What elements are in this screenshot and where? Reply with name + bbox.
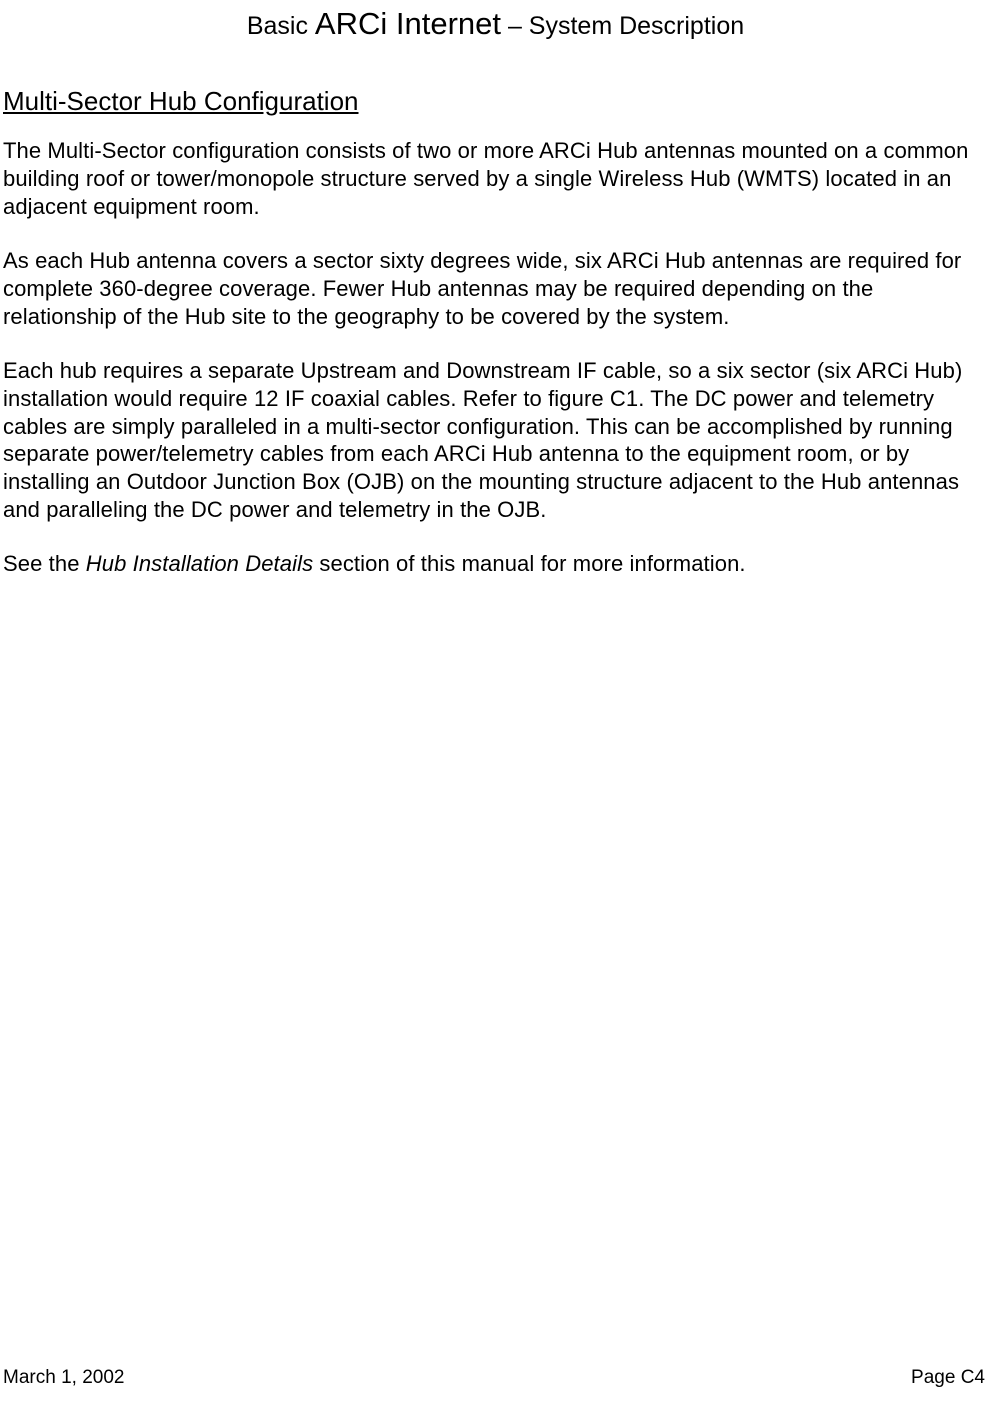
header-product-name: ARCi Internet bbox=[315, 6, 501, 41]
body-paragraph-3: Each hub requires a separate Upstream an… bbox=[3, 357, 985, 525]
section-heading: Multi-Sector Hub Configuration bbox=[3, 86, 991, 117]
document-page: Basic ARCi Internet – System Description… bbox=[0, 0, 991, 1417]
p4-pre-text: See the bbox=[3, 551, 86, 576]
p4-post-text: section of this manual for more informat… bbox=[313, 551, 745, 576]
footer-page-number: Page C4 bbox=[911, 1367, 985, 1389]
body-paragraph-4: See the Hub Installation Details section… bbox=[3, 550, 985, 578]
header-prefix: Basic bbox=[247, 12, 315, 40]
p4-italic-reference: Hub Installation Details bbox=[86, 551, 313, 576]
footer-date: March 1, 2002 bbox=[3, 1367, 124, 1389]
page-header: Basic ARCi Internet – System Description bbox=[0, 0, 991, 42]
page-footer: March 1, 2002 Page C4 bbox=[3, 1367, 985, 1389]
header-separator: – bbox=[501, 12, 529, 40]
body-paragraph-1: The Multi-Sector configuration consists … bbox=[3, 137, 985, 221]
header-subtitle: System Description bbox=[529, 12, 744, 40]
body-paragraph-2: As each Hub antenna covers a sector sixt… bbox=[3, 247, 985, 331]
